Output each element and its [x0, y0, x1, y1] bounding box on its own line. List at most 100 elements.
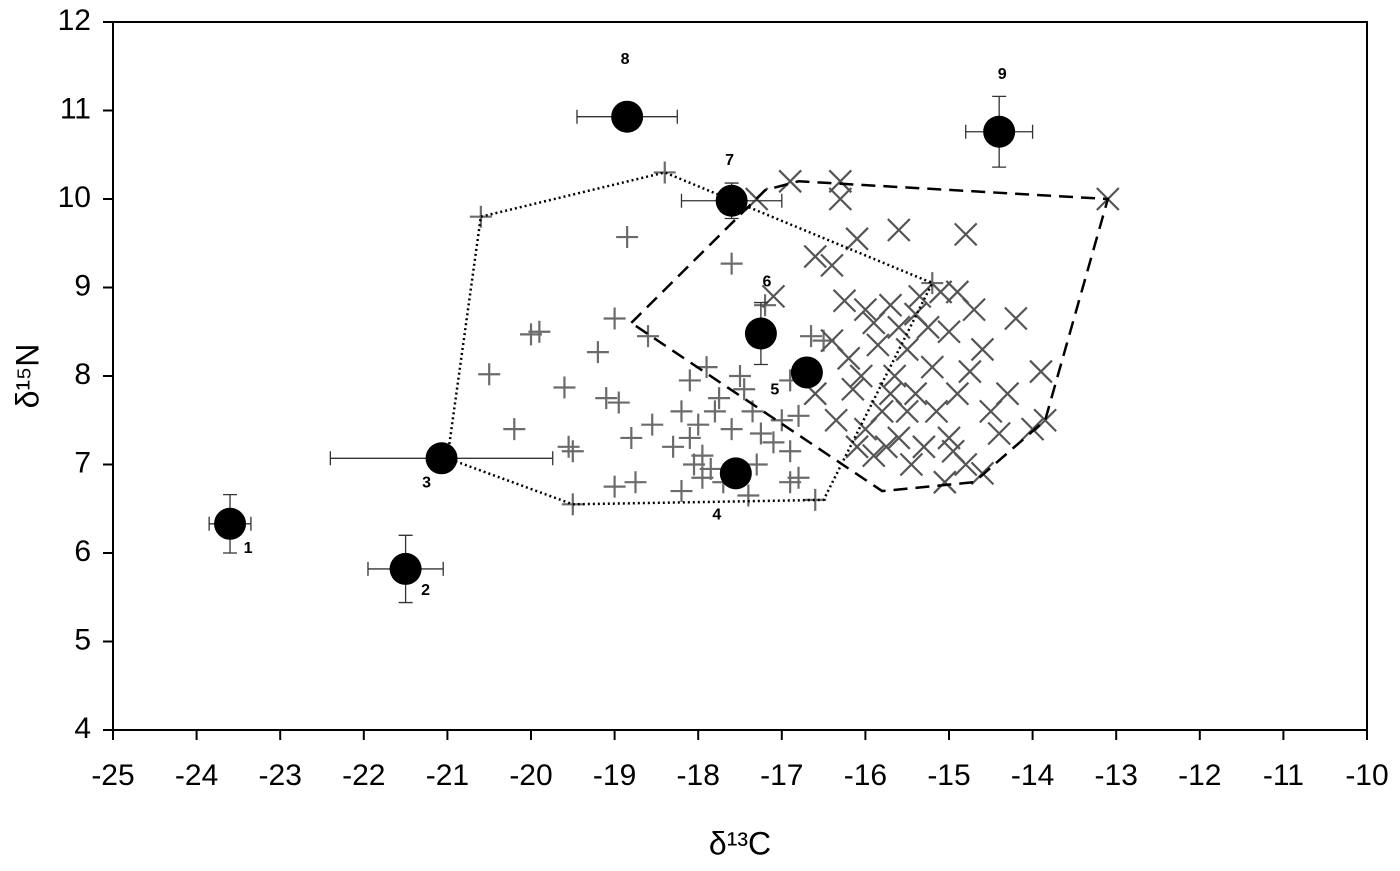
plus-marker [616, 226, 639, 249]
y-tick-label: 5 [74, 623, 91, 656]
x-tick-label: -13 [1095, 759, 1138, 792]
x-tick-label: -11 [1263, 759, 1304, 792]
plus-marker [762, 431, 785, 454]
plus-marker [620, 426, 643, 449]
plus-marker [737, 484, 760, 507]
x-marker [820, 253, 844, 278]
point-label: 6 [762, 274, 771, 291]
plus-marker [720, 418, 743, 441]
y-tick-label: 4 [74, 712, 91, 745]
plus-marker [703, 400, 726, 423]
point-label: 4 [712, 507, 721, 524]
x-tick-label: -19 [593, 759, 636, 792]
point-label: 7 [725, 152, 734, 169]
plus-marker [603, 307, 626, 330]
point-label: 8 [621, 51, 630, 68]
plus-marker [787, 404, 810, 427]
x-marker [874, 435, 899, 459]
x-marker [845, 435, 869, 459]
x-marker [861, 311, 886, 335]
plus-marker [683, 453, 706, 476]
x-tick-label: -18 [677, 759, 720, 792]
plus-marker [708, 387, 731, 410]
x-tick-label: -10 [1345, 759, 1388, 792]
x-marker [866, 333, 890, 357]
point-label: 2 [421, 582, 430, 599]
sample-point [715, 184, 748, 217]
plus-marker [595, 387, 618, 410]
sample-point [611, 100, 644, 133]
plus-marker [478, 363, 501, 386]
x-marker [945, 381, 970, 406]
x-tick-label: -24 [175, 759, 218, 792]
plus-marker [586, 341, 609, 364]
x-marker [987, 421, 1011, 446]
plus-marker [779, 440, 802, 463]
x-marker [878, 381, 903, 406]
x-tick-label: -25 [91, 759, 134, 792]
x-marker [828, 169, 853, 194]
plus-marker [670, 400, 693, 423]
plus-marker [687, 413, 710, 436]
x-marker [853, 297, 878, 322]
x-marker [828, 187, 853, 211]
point-label: 3 [422, 475, 431, 492]
plus-marker [745, 453, 768, 476]
x-marker [841, 377, 865, 402]
x-marker [937, 319, 961, 344]
sample-point [214, 507, 247, 540]
plus-marker [553, 376, 576, 399]
y-tick-label: 8 [74, 358, 91, 391]
x-marker [941, 439, 965, 464]
x-marker [970, 337, 995, 362]
plus-marker [653, 161, 676, 184]
x-tick-label: -22 [342, 759, 385, 792]
plus-marker [678, 369, 701, 392]
x-tick-label: -16 [844, 759, 887, 792]
point-label: 1 [244, 540, 253, 557]
y-tick-label: 12 [58, 4, 91, 37]
x-marker [761, 284, 786, 309]
x-marker [882, 364, 907, 388]
x-marker [824, 408, 848, 433]
x-tick-label: -14 [1011, 759, 1054, 792]
sample-point [719, 457, 752, 490]
hull-outline [446, 171, 934, 506]
x-axis-title: δ¹³C [709, 825, 771, 861]
plus-marker [729, 365, 751, 387]
plus-marker [733, 378, 756, 401]
y-axis-title: δ¹⁵N [9, 344, 45, 409]
x-tick-label: -15 [927, 759, 970, 792]
y-tick-label: 11 [60, 92, 91, 125]
hull-outline [630, 180, 1110, 493]
plus-marker [641, 413, 664, 436]
x-marker [845, 227, 869, 251]
x-marker [953, 222, 978, 247]
plus-marker [800, 325, 823, 348]
x-marker [778, 169, 802, 194]
x-marker [820, 328, 844, 353]
y-tick-label: 6 [74, 535, 91, 568]
plus-marker [678, 426, 701, 449]
plus-marker [779, 471, 802, 494]
plus-marker [624, 471, 647, 494]
plus-marker [561, 440, 584, 463]
x-marker [907, 284, 932, 309]
x-marker [832, 288, 857, 313]
x-marker [920, 355, 945, 379]
x-marker [928, 280, 953, 304]
x-marker [887, 218, 911, 242]
x-marker [899, 452, 924, 477]
plus-marker [662, 435, 685, 458]
x-marker [962, 297, 986, 322]
plus-marker [670, 480, 693, 503]
x-marker [937, 426, 961, 450]
plus-marker [637, 325, 660, 348]
x-marker [995, 381, 1020, 406]
y-tick-label: 7 [74, 446, 91, 479]
sample-point [744, 317, 777, 350]
x-marker [912, 435, 936, 459]
plus-marker [691, 466, 714, 489]
sample-point [389, 552, 422, 585]
